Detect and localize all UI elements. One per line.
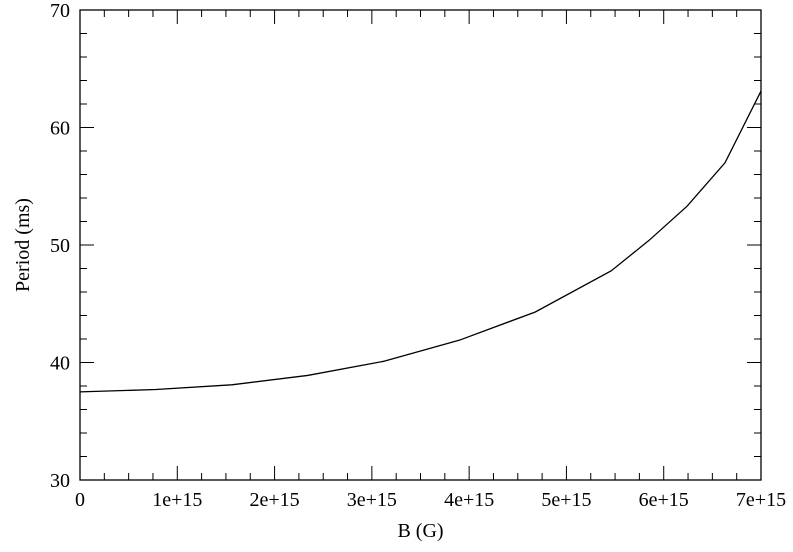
x-tick-label: 4e+15 <box>444 489 494 511</box>
x-tick-label: 7e+15 <box>736 489 786 511</box>
y-axis-label: Period (ms) <box>12 198 34 292</box>
y-tick-label: 60 <box>50 118 70 140</box>
x-tick-label: 0 <box>75 489 85 511</box>
x-tick-label: 6e+15 <box>639 489 689 511</box>
y-tick-label: 50 <box>50 235 70 257</box>
x-axis-label: B (G) <box>397 520 443 542</box>
x-tick-label: 2e+15 <box>249 489 299 511</box>
plot-frame <box>79 9 762 481</box>
y-tick-label: 40 <box>50 353 70 375</box>
x-tick-labels: 0 1e+15 2e+15 3e+15 4e+15 5e+15 6e+15 7e+15 <box>75 489 786 511</box>
period-curve <box>79 90 762 393</box>
y-tick-label: 70 <box>50 0 70 22</box>
x-tick-label: 5e+15 <box>541 489 591 511</box>
x-tick-label: 1e+15 <box>152 489 202 511</box>
y-tick-labels: 30 40 50 60 70 <box>50 0 70 492</box>
x-tick-label: 3e+15 <box>347 489 397 511</box>
axis-ticks <box>79 9 762 481</box>
y-tick-label: 30 <box>50 470 70 492</box>
